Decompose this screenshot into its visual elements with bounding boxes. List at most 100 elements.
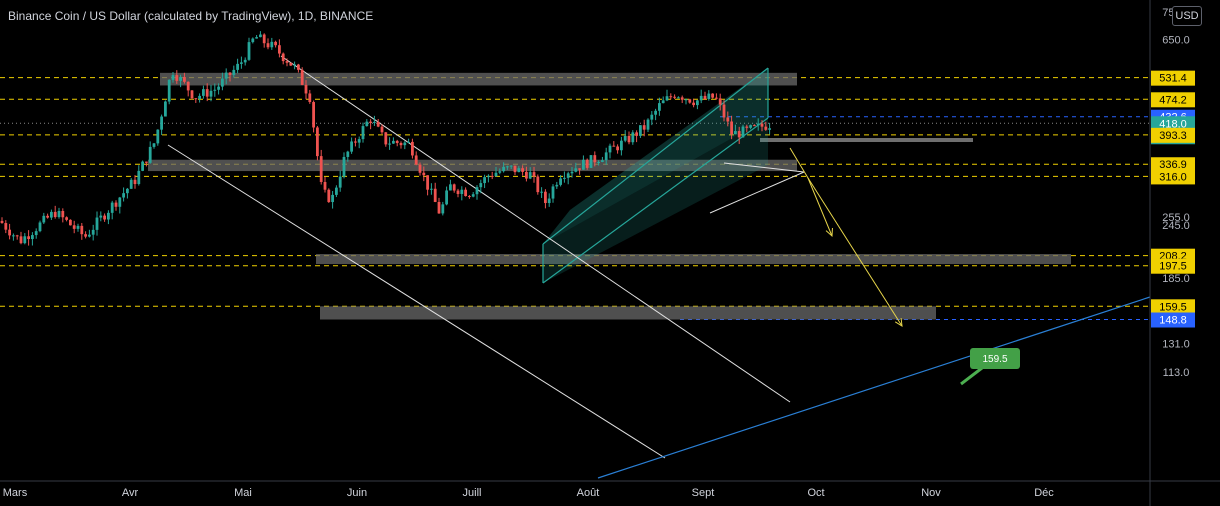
candle-body	[696, 100, 699, 106]
candle-body	[433, 188, 437, 202]
candle-body	[749, 125, 752, 128]
candle-body	[722, 104, 726, 118]
chart-title: Binance Coin / US Dollar (calculated by …	[8, 9, 374, 23]
trend-lines	[167, 55, 1151, 479]
candle-body	[547, 198, 551, 204]
candle-body	[133, 179, 137, 185]
candle-body	[426, 175, 429, 190]
candle-body	[517, 168, 521, 173]
candle-body	[494, 172, 498, 177]
price-badge-label: 148.8	[1159, 315, 1187, 327]
candle-body	[259, 34, 262, 38]
ascending-channel	[542, 67, 769, 284]
candle-body	[452, 184, 456, 191]
candle-body	[319, 156, 323, 182]
candle-body	[122, 193, 125, 198]
channel-lower	[542, 117, 769, 284]
candle-body	[593, 155, 597, 163]
x-tick-label: Déc	[1034, 487, 1054, 499]
x-tick-label: Mars	[3, 487, 28, 499]
candle-body	[278, 45, 281, 54]
candle-body	[335, 187, 338, 195]
arrow-head	[825, 227, 833, 238]
x-tick-label: Sept	[692, 487, 715, 499]
candle-body	[506, 166, 509, 168]
candle-body	[95, 217, 99, 230]
candle-body	[669, 96, 673, 98]
candle-body	[365, 121, 369, 127]
candle-body	[578, 168, 581, 170]
candle-body	[445, 190, 448, 205]
x-tick-label: Août	[577, 487, 600, 499]
candle-body	[376, 121, 380, 127]
candle-body	[737, 131, 741, 138]
candle-body	[228, 72, 232, 75]
candle-body	[323, 181, 327, 190]
candle-body	[232, 69, 236, 75]
candle-body	[646, 119, 650, 130]
candle-body	[171, 75, 175, 80]
candle-body	[642, 125, 646, 130]
candle-body	[148, 146, 152, 163]
candle-body	[715, 97, 718, 99]
candle-body	[84, 234, 87, 237]
candle-body	[441, 204, 445, 214]
candle-body	[247, 42, 251, 60]
candle-body	[297, 64, 300, 70]
candle-body	[764, 126, 768, 130]
candle-body	[513, 165, 517, 173]
candle-body	[88, 234, 91, 237]
y-tick-label: 245.0	[1162, 220, 1190, 232]
candle-body	[570, 171, 574, 174]
zone-rect	[320, 306, 936, 320]
candle-body	[126, 188, 129, 194]
currency-button[interactable]: USD	[1172, 6, 1202, 26]
candle-body	[53, 211, 57, 218]
candle-body	[692, 102, 695, 106]
candle-body	[76, 225, 80, 229]
x-tick-label: Juill	[463, 487, 482, 499]
price-badge	[1151, 312, 1195, 328]
candle-body	[175, 75, 179, 81]
candle-body	[361, 126, 365, 140]
candle-body	[31, 235, 34, 240]
candle-body	[205, 89, 209, 97]
downtrend-line	[167, 144, 666, 459]
candle-body	[623, 135, 627, 141]
price-badge-label: 418.0	[1159, 118, 1187, 130]
candle-body	[304, 84, 308, 94]
candle-body	[563, 177, 566, 179]
candle-body	[129, 179, 133, 189]
price-badge-label: 474.2	[1159, 94, 1187, 106]
price-badge	[1151, 169, 1195, 185]
candle-body	[521, 168, 524, 172]
candle-body	[585, 159, 589, 168]
triangle-side	[723, 162, 805, 173]
candle-body	[0, 220, 4, 224]
candle-body	[726, 117, 730, 122]
candle-body	[449, 184, 452, 191]
candle-body	[468, 196, 471, 198]
candle-body	[422, 172, 426, 176]
candle-body	[240, 62, 243, 64]
candle-body	[270, 41, 274, 48]
candle-body	[338, 176, 342, 188]
candle-body	[213, 89, 217, 91]
candle-body	[650, 114, 654, 120]
candle-body	[300, 69, 304, 85]
candle-body	[460, 189, 464, 194]
candle-body	[27, 236, 30, 240]
candle-body	[430, 188, 433, 190]
candle-body	[137, 170, 141, 185]
candle-body	[483, 177, 486, 184]
candle-body	[327, 189, 331, 203]
candle-body	[635, 132, 638, 136]
y-tick-label: 650.0	[1162, 34, 1190, 46]
candle-body	[418, 164, 422, 173]
candle-body	[768, 128, 771, 130]
candle-body	[616, 146, 619, 151]
candle-body	[612, 145, 616, 147]
price-badge-label: 393.3	[1159, 130, 1187, 142]
candle-body	[760, 123, 764, 127]
